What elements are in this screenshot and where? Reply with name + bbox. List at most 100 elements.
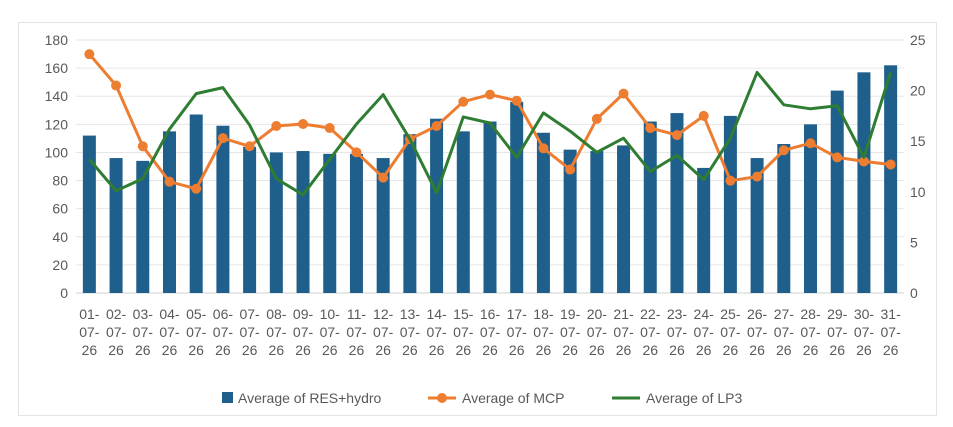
right-tick-label: 20 <box>910 83 926 99</box>
bar <box>296 151 310 293</box>
x-tick-label: 26- <box>747 306 768 322</box>
bar <box>430 118 444 293</box>
x-tick-label: 07- <box>560 324 581 340</box>
left-tick-label: 180 <box>45 32 69 48</box>
x-tick-label: 26 <box>135 342 151 358</box>
line-point <box>191 183 202 194</box>
x-tick-label: 07- <box>747 324 768 340</box>
x-tick-label: 26 <box>429 342 445 358</box>
x-tick-label: 07- <box>854 324 875 340</box>
x-tick-label: 26 <box>242 342 258 358</box>
line-point <box>217 133 228 144</box>
line-point <box>885 159 896 170</box>
right-tick-label: 10 <box>910 184 926 200</box>
x-tick-label: 07- <box>480 324 501 340</box>
x-tick-label: 15- <box>453 306 474 322</box>
x-tick-label: 24- <box>694 306 715 322</box>
x-tick-label: 03- <box>133 306 154 322</box>
line-point <box>618 88 629 99</box>
x-tick-label: 26 <box>456 342 472 358</box>
line-point <box>351 147 362 158</box>
x-tick-label: 26 <box>402 342 418 358</box>
x-tick-label: 27- <box>774 306 795 322</box>
bar <box>830 90 844 293</box>
x-axis-ticks: 01- 07- 26 02- 07- 26 03- 07- 26 04- 07- 26 05- 07- 26… <box>79 306 901 358</box>
x-tick-label: 12- <box>373 306 394 322</box>
left-tick-label: 20 <box>52 257 68 273</box>
x-tick-label: 26 <box>269 342 285 358</box>
x-tick-label: 07- <box>106 324 127 340</box>
line-point <box>511 95 522 106</box>
x-tick-label: 26 <box>188 342 204 358</box>
x-tick-label: 28- <box>800 306 821 322</box>
x-tick-label: 19- <box>560 306 581 322</box>
x-tick-label: 26 <box>322 342 338 358</box>
x-tick-label: 07- <box>720 324 741 340</box>
x-tick-label: 07- <box>213 324 234 340</box>
bar <box>857 72 871 293</box>
line-point <box>378 172 389 183</box>
x-tick-label: 18- <box>533 306 554 322</box>
line-point <box>244 141 255 152</box>
x-tick-label: 23- <box>667 306 688 322</box>
x-tick-label: 07- <box>881 324 902 340</box>
series-line <box>88 70 893 197</box>
right-tick-label: 25 <box>910 32 926 48</box>
bar <box>697 167 711 293</box>
x-tick-label: 07- <box>800 324 821 340</box>
legend-label: Average of LP3 <box>646 390 742 406</box>
x-tick-label: 07- <box>667 324 688 340</box>
x-tick-label: 04- <box>159 306 180 322</box>
line-point <box>671 130 682 141</box>
line-point <box>324 123 335 134</box>
bar <box>349 153 363 293</box>
bar <box>536 132 550 293</box>
bar <box>136 160 150 293</box>
x-tick-label: 26 <box>589 342 605 358</box>
line-point <box>431 121 442 132</box>
bar <box>750 158 764 293</box>
left-tick-label: 160 <box>45 60 69 76</box>
x-tick-label: 13- <box>400 306 421 322</box>
x-tick-label: 30- <box>854 306 875 322</box>
right-tick-label: 15 <box>910 133 926 149</box>
bar <box>510 101 524 293</box>
x-tick-label: 26 <box>536 342 552 358</box>
x-tick-label: 26 <box>215 342 231 358</box>
x-tick-label: 07- <box>426 324 447 340</box>
x-tick-label: 26 <box>562 342 578 358</box>
x-tick-label: 07- <box>79 324 100 340</box>
bar <box>269 152 283 293</box>
bar <box>403 134 417 293</box>
x-tick-label: 07- <box>507 324 528 340</box>
bar <box>109 158 123 293</box>
left-tick-label: 0 <box>60 285 68 301</box>
x-tick-label: 11- <box>347 306 367 322</box>
x-tick-label: 07- <box>640 324 661 340</box>
x-tick-label: 07- <box>346 324 367 340</box>
line-point <box>298 118 309 129</box>
bar <box>216 125 230 293</box>
legend: Average of RES+hydro Average of MCP Averag… <box>222 390 742 406</box>
line-point <box>565 164 576 175</box>
line-point <box>832 152 843 163</box>
line-point <box>858 156 869 167</box>
left-tick-label: 140 <box>45 88 69 104</box>
x-tick-label: 26 <box>375 342 391 358</box>
bar <box>456 131 470 293</box>
x-tick-label: 20- <box>587 306 608 322</box>
x-tick-label: 26 <box>803 342 819 358</box>
x-tick-label: 26 <box>776 342 792 358</box>
line-point <box>164 176 175 187</box>
line-point <box>591 113 602 124</box>
x-tick-label: 26 <box>829 342 845 358</box>
left-tick-label: 100 <box>45 144 69 160</box>
line-point <box>698 110 709 121</box>
x-tick-label: 07- <box>533 324 554 340</box>
x-tick-label: 25- <box>720 306 741 322</box>
x-tick-label: 06- <box>213 306 234 322</box>
x-tick-label: 26 <box>696 342 712 358</box>
bar <box>323 153 337 293</box>
bar <box>590 151 604 293</box>
